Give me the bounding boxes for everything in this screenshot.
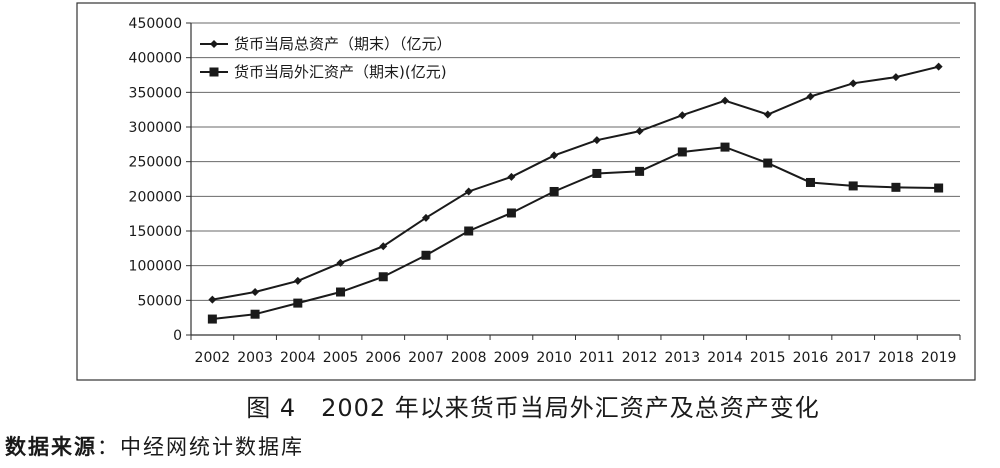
y-tick-label: 0 — [173, 328, 182, 344]
x-tick-label: 2005 — [323, 350, 359, 366]
data-point-series-1 — [464, 187, 473, 196]
data-point-series-1 — [379, 242, 388, 251]
x-tick-label: 2008 — [451, 350, 487, 366]
legend-marker-1 — [210, 40, 218, 48]
data-point-series-2 — [720, 142, 730, 152]
data-point-series-2 — [378, 272, 388, 282]
figure-caption: 图 4 2002 年以来货币当局外汇资产及总资产变化 — [246, 394, 820, 422]
x-tick-label: 2006 — [365, 350, 401, 366]
data-point-series-2 — [421, 250, 431, 260]
y-tick-label: 50000 — [137, 293, 182, 309]
data-point-series-1 — [550, 151, 559, 160]
y-tick-label: 300000 — [129, 120, 182, 136]
data-point-series-1 — [208, 295, 217, 304]
data-source: 数据来源：中经网统计数据库 — [5, 433, 304, 461]
data-point-series-1 — [421, 213, 430, 222]
legend-marker-2 — [209, 67, 219, 77]
data-point-series-1 — [336, 258, 345, 267]
x-tick-label: 2003 — [237, 350, 273, 366]
x-tick-label: 2014 — [707, 350, 743, 366]
data-point-series-1 — [849, 79, 858, 88]
x-tick-label: 2009 — [494, 350, 530, 366]
y-tick-label: 100000 — [129, 259, 182, 275]
data-point-series-1 — [891, 73, 900, 82]
data-point-series-2 — [293, 298, 303, 308]
data-point-series-2 — [677, 147, 687, 157]
data-point-series-2 — [805, 177, 815, 187]
data-point-series-2 — [635, 166, 645, 176]
x-tick-label: 2013 — [664, 350, 700, 366]
data-point-series-1 — [507, 172, 516, 181]
data-point-series-2 — [250, 309, 260, 319]
series-line-1 — [212, 65, 939, 301]
data-point-series-2 — [891, 182, 901, 192]
data-point-series-1 — [806, 92, 815, 101]
x-tick-label: 2015 — [750, 350, 786, 366]
data-point-series-1 — [293, 276, 302, 285]
data-point-series-1 — [721, 96, 730, 105]
data-point-series-1 — [635, 127, 644, 136]
x-tick-label: 2004 — [280, 350, 316, 366]
x-tick-label: 2018 — [878, 350, 914, 366]
y-tick-label: 200000 — [129, 189, 182, 205]
line-chart: 0 50000 100000 150000 200000 250000 300000 3500… — [76, 2, 976, 381]
data-source-text: ：中经网统计数据库 — [97, 435, 304, 459]
x-tick-label: 2012 — [622, 350, 658, 366]
data-point-series-2 — [464, 226, 474, 236]
chart-frame — [76, 2, 976, 381]
x-tick-label: 2019 — [921, 350, 957, 366]
y-tick-label: 350000 — [129, 85, 182, 101]
data-point-series-1 — [763, 110, 772, 119]
x-tick-label: 2007 — [408, 350, 444, 366]
x-tick-label: 2016 — [793, 350, 829, 366]
data-point-series-1 — [251, 288, 260, 297]
y-tick-label: 450000 — [129, 16, 182, 32]
x-tick-label: 2010 — [536, 350, 572, 366]
data-point-series-2 — [336, 287, 346, 297]
data-point-series-2 — [506, 208, 516, 218]
data-point-series-1 — [592, 136, 601, 145]
x-tick-label: 2011 — [579, 350, 615, 366]
series-line-2 — [212, 146, 939, 321]
data-point-series-2 — [207, 314, 217, 324]
data-point-series-2 — [592, 168, 602, 178]
data-point-series-2 — [549, 186, 559, 196]
data-source-label: 数据来源 — [5, 435, 97, 459]
x-tick-label: 2017 — [835, 350, 871, 366]
legend-label-1: 货币当局总资产（期末）（亿元） — [234, 35, 452, 53]
y-tick-label: 250000 — [129, 155, 182, 171]
data-point-series-2 — [763, 158, 773, 168]
y-tick-label: 150000 — [129, 224, 182, 240]
x-tick-label: 2002 — [195, 350, 231, 366]
y-tick-label: 400000 — [129, 51, 182, 67]
data-point-series-2 — [848, 181, 858, 191]
data-point-series-1 — [678, 111, 687, 120]
data-point-series-2 — [934, 183, 944, 193]
legend-label-2: 货币当局外汇资产（期末)(亿元) — [234, 63, 447, 81]
data-point-series-1 — [934, 62, 943, 71]
